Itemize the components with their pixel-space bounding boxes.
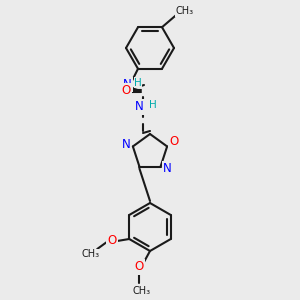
Text: CH₃: CH₃: [81, 249, 99, 259]
Text: H: H: [134, 78, 142, 88]
Text: O: O: [122, 85, 130, 98]
Text: H: H: [149, 100, 157, 110]
Text: N: N: [122, 138, 130, 151]
Text: N: N: [163, 162, 172, 175]
Text: N: N: [135, 100, 143, 113]
Text: O: O: [108, 235, 117, 248]
Text: N: N: [123, 78, 131, 91]
Text: CH₃: CH₃: [176, 6, 194, 16]
Text: O: O: [169, 135, 179, 148]
Text: CH₃: CH₃: [133, 286, 151, 296]
Text: O: O: [134, 260, 144, 274]
